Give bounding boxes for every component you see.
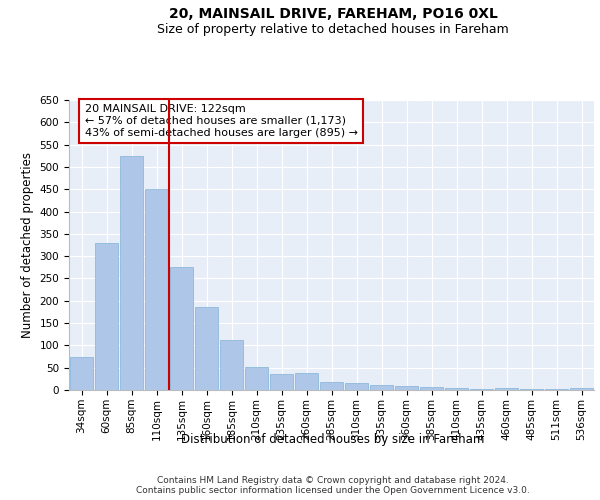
Bar <box>570 388 593 390</box>
Bar <box>70 356 93 390</box>
Bar <box>370 384 393 390</box>
Text: 20 MAINSAIL DRIVE: 122sqm
← 57% of detached houses are smaller (1,173)
43% of se: 20 MAINSAIL DRIVE: 122sqm ← 57% of detac… <box>85 104 358 138</box>
Bar <box>345 383 368 390</box>
Bar <box>220 340 243 390</box>
Text: Size of property relative to detached houses in Fareham: Size of property relative to detached ho… <box>157 22 509 36</box>
Y-axis label: Number of detached properties: Number of detached properties <box>21 152 34 338</box>
Text: Distribution of detached houses by size in Fareham: Distribution of detached houses by size … <box>181 432 485 446</box>
Bar <box>395 386 418 390</box>
Bar <box>295 374 318 390</box>
Bar <box>445 388 468 390</box>
Bar <box>420 388 443 390</box>
Bar <box>270 374 293 390</box>
Bar <box>495 388 518 390</box>
Bar <box>195 308 218 390</box>
Bar <box>120 156 143 390</box>
Bar <box>520 389 543 390</box>
Bar <box>170 268 193 390</box>
Text: Contains HM Land Registry data © Crown copyright and database right 2024.
Contai: Contains HM Land Registry data © Crown c… <box>136 476 530 495</box>
Bar <box>245 367 268 390</box>
Bar <box>470 389 493 390</box>
Bar <box>545 389 568 390</box>
Bar <box>145 189 168 390</box>
Bar <box>95 243 118 390</box>
Text: 20, MAINSAIL DRIVE, FAREHAM, PO16 0XL: 20, MAINSAIL DRIVE, FAREHAM, PO16 0XL <box>169 8 497 22</box>
Bar <box>320 382 343 390</box>
